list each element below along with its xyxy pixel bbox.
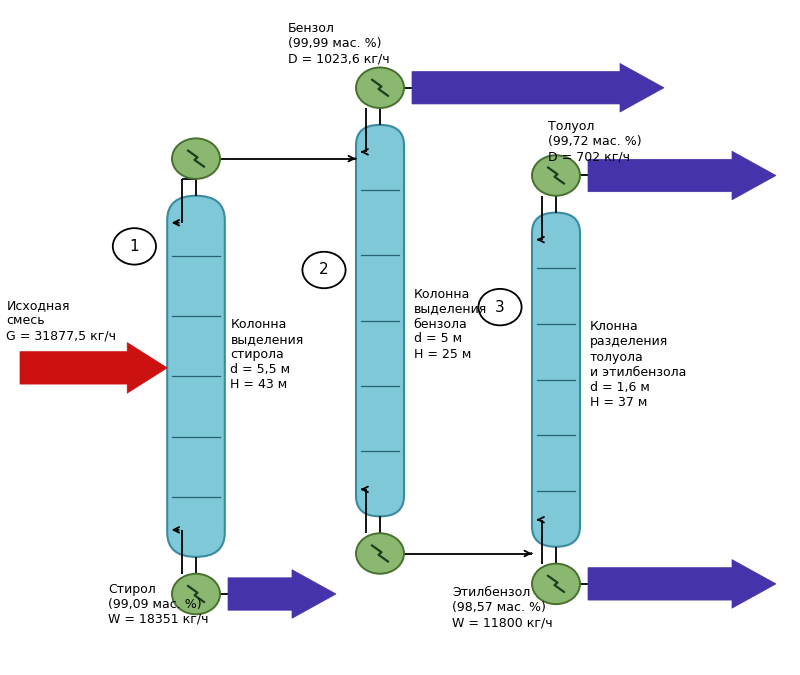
Polygon shape <box>20 343 167 393</box>
Text: Исходная
смесь
G = 31877,5 кг/ч: Исходная смесь G = 31877,5 кг/ч <box>6 299 117 342</box>
Circle shape <box>113 228 156 265</box>
Text: Стирол
(99,09 мас. %)
W = 18351 кг/ч: Стирол (99,09 мас. %) W = 18351 кг/ч <box>108 583 209 626</box>
Text: 3: 3 <box>495 300 505 315</box>
Circle shape <box>478 289 522 325</box>
Text: 1: 1 <box>130 239 139 254</box>
Text: Толуол
(99,72 мас. %)
D = 702 кг/ч: Толуол (99,72 мас. %) D = 702 кг/ч <box>548 120 642 163</box>
Text: Колонна
выделения
бензола
d = 5 м
H = 25 м: Колонна выделения бензола d = 5 м H = 25… <box>414 288 487 360</box>
Polygon shape <box>588 151 776 200</box>
FancyBboxPatch shape <box>167 196 225 557</box>
Polygon shape <box>588 560 776 608</box>
Text: Клонна
разделения
толуола
и этилбензола
d = 1,6 м
H = 37 м: Клонна разделения толуола и этилбензола … <box>590 321 686 408</box>
Polygon shape <box>228 570 336 618</box>
Text: Колонна
выделения
стирола
d = 5,5 м
H = 43 м: Колонна выделения стирола d = 5,5 м H = … <box>230 318 304 391</box>
Polygon shape <box>412 63 664 112</box>
FancyBboxPatch shape <box>532 213 580 547</box>
Circle shape <box>532 155 580 196</box>
Circle shape <box>356 68 404 108</box>
Circle shape <box>172 574 220 614</box>
Circle shape <box>356 533 404 574</box>
Text: Бензол
(99,99 мас. %)
D = 1023,6 кг/ч: Бензол (99,99 мас. %) D = 1023,6 кг/ч <box>288 22 390 65</box>
Circle shape <box>172 138 220 179</box>
Text: Этилбензол
(98,57 мас. %)
W = 11800 кг/ч: Этилбензол (98,57 мас. %) W = 11800 кг/ч <box>452 586 553 629</box>
FancyBboxPatch shape <box>356 125 404 516</box>
Text: 2: 2 <box>319 263 329 277</box>
Circle shape <box>532 564 580 604</box>
Circle shape <box>302 252 346 288</box>
